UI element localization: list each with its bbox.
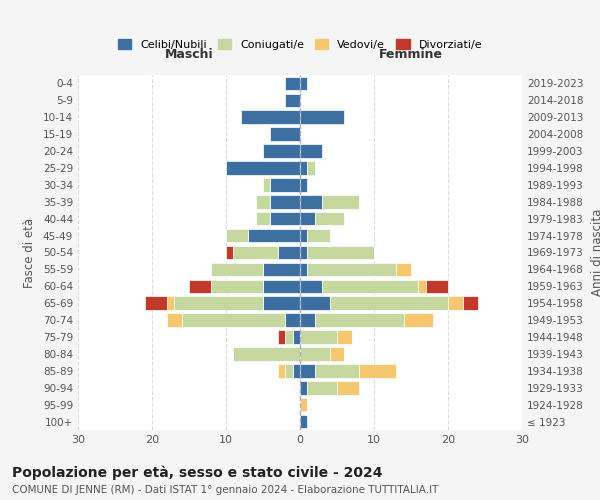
Bar [300,178,307,192]
Bar [300,314,315,327]
Bar [211,262,263,276]
Text: COMUNE DI JENNE (RM) - Dati ISTAT 1° gennaio 2024 - Elaborazione TUTTITALIA.IT: COMUNE DI JENNE (RM) - Dati ISTAT 1° gen… [12,485,439,495]
Bar [226,161,300,174]
Bar [359,364,396,378]
Bar [300,280,322,293]
Bar [307,161,315,174]
Bar [285,314,300,327]
Bar [278,364,285,378]
Bar [285,94,300,107]
Bar [315,364,359,378]
Bar [145,296,167,310]
Bar [300,262,307,276]
Bar [329,347,344,360]
Bar [315,314,404,327]
Bar [293,364,300,378]
Bar [226,246,233,260]
Bar [322,195,359,208]
Bar [300,161,307,174]
Bar [300,76,307,90]
Bar [278,330,285,344]
Bar [174,296,263,310]
Bar [418,280,426,293]
Bar [448,296,463,310]
Bar [293,330,300,344]
Bar [256,212,271,226]
Y-axis label: Anni di nascita: Anni di nascita [590,209,600,296]
Bar [285,76,300,90]
Bar [307,246,374,260]
Bar [300,330,337,344]
Bar [285,330,293,344]
Bar [315,212,344,226]
Bar [211,280,263,293]
Bar [271,178,300,192]
Bar [307,381,337,394]
Bar [337,381,359,394]
Bar [167,314,182,327]
Text: Popolazione per età, sesso e stato civile - 2024: Popolazione per età, sesso e stato civil… [12,465,383,479]
Bar [300,364,315,378]
Text: Maschi: Maschi [164,48,214,62]
Bar [285,364,293,378]
Bar [300,110,344,124]
Bar [337,330,352,344]
Bar [329,296,448,310]
Bar [189,280,211,293]
Bar [233,246,278,260]
Bar [248,229,300,242]
Bar [404,314,433,327]
Bar [300,415,307,428]
Bar [263,262,300,276]
Bar [256,195,271,208]
Bar [300,296,329,310]
Bar [300,246,307,260]
Bar [322,280,418,293]
Bar [426,280,448,293]
Bar [396,262,411,276]
Bar [300,229,307,242]
Bar [271,195,300,208]
Bar [271,212,300,226]
Bar [182,314,285,327]
Bar [241,110,300,124]
Legend: Celibi/Nubili, Coniugati/e, Vedovi/e, Divorziati/e: Celibi/Nubili, Coniugati/e, Vedovi/e, Di… [113,34,487,54]
Bar [300,398,307,411]
Bar [263,178,271,192]
Bar [263,144,300,158]
Bar [300,381,307,394]
Bar [463,296,478,310]
Bar [300,195,322,208]
Bar [278,246,300,260]
Bar [263,296,300,310]
Bar [300,144,322,158]
Bar [271,128,300,141]
Bar [226,229,248,242]
Bar [233,347,300,360]
Bar [307,262,396,276]
Bar [263,280,300,293]
Y-axis label: Fasce di età: Fasce di età [23,218,36,288]
Text: Femmine: Femmine [379,48,443,62]
Bar [300,347,329,360]
Bar [307,229,329,242]
Bar [167,296,174,310]
Bar [300,212,315,226]
